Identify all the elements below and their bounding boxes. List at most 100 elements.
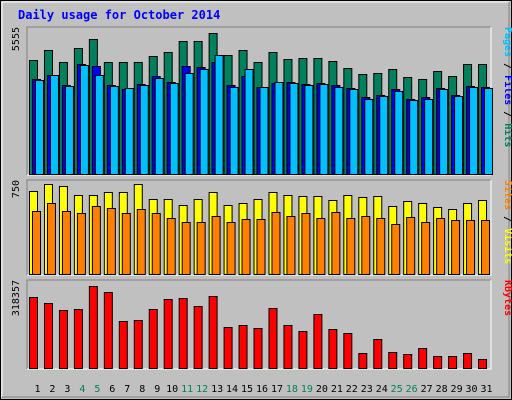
bar-pages-day-8 xyxy=(139,85,149,175)
bar-kbytes-day-26 xyxy=(403,354,413,369)
bar-pages-day-9 xyxy=(154,78,164,175)
bar-sites-day-23 xyxy=(361,216,371,275)
bar-pages-day-16 xyxy=(259,87,269,175)
bar-sites-day-6 xyxy=(106,208,116,275)
bar-sites-day-4 xyxy=(76,213,86,275)
bar-pages-day-29 xyxy=(454,96,464,175)
bar-kbytes-day-16 xyxy=(253,328,263,369)
x-tick-label-day-11: 11 xyxy=(181,384,193,395)
bar-pages-day-30 xyxy=(469,87,479,175)
bar-sites-day-9 xyxy=(151,213,161,275)
bar-kbytes-day-19 xyxy=(298,331,308,369)
bar-kbytes-day-29 xyxy=(448,356,458,369)
bar-kbytes-day-4 xyxy=(73,309,83,369)
bar-sites-day-24 xyxy=(376,218,386,275)
bar-kbytes-day-11 xyxy=(178,298,188,369)
bar-sites-day-1 xyxy=(32,211,41,275)
bar-pages-day-4 xyxy=(79,65,89,175)
x-tick-label-day-4: 4 xyxy=(79,384,85,395)
bar-sites-day-18 xyxy=(286,216,296,275)
bar-kbytes-day-18 xyxy=(283,325,293,369)
bar-kbytes-day-17 xyxy=(268,308,278,369)
bar-sites-day-15 xyxy=(241,219,251,275)
bar-pages-day-3 xyxy=(64,86,74,175)
bar-kbytes-day-27 xyxy=(418,348,428,369)
bar-pages-day-13 xyxy=(214,55,224,175)
bar-pages-day-28 xyxy=(439,89,449,175)
series-sites xyxy=(32,203,491,275)
panel-legend: Pages / Files / Hits xyxy=(502,27,512,147)
bar-sites-day-31 xyxy=(481,220,491,275)
bar-kbytes-day-6 xyxy=(103,292,113,369)
panel-max-label: 318357 xyxy=(11,280,22,316)
panel-max-label: 750 xyxy=(11,180,22,198)
bar-pages-day-11 xyxy=(184,73,194,175)
x-tick-label-day-30: 30 xyxy=(466,384,478,395)
bar-pages-day-22 xyxy=(349,89,359,175)
x-tick-label-day-20: 20 xyxy=(316,384,328,395)
bar-kbytes-day-25 xyxy=(388,352,398,369)
plot-border-shadow xyxy=(26,179,491,275)
x-tick-label-day-17: 17 xyxy=(271,384,283,395)
x-tick-label-day-6: 6 xyxy=(109,384,115,395)
bar-kbytes-day-2 xyxy=(43,303,53,369)
bar-sites-day-20 xyxy=(316,218,326,275)
bar-sites-day-5 xyxy=(91,206,101,275)
x-tick-label-day-24: 24 xyxy=(376,384,388,395)
bar-pages-day-5 xyxy=(94,75,104,175)
legend-entry-hits: Hits xyxy=(502,123,512,147)
bar-kbytes-day-10 xyxy=(163,299,173,369)
legend-entry-pages: Pages xyxy=(502,27,512,57)
bar-kbytes-day-24 xyxy=(373,339,383,369)
panel-top: 5555 Pages / Files / Hits xyxy=(11,26,512,176)
bar-pages-day-7 xyxy=(124,88,134,175)
x-tick-label-day-18: 18 xyxy=(286,384,298,395)
plot-border-shadow xyxy=(26,26,491,175)
bar-kbytes-day-23 xyxy=(358,353,368,369)
x-tick-label-day-28: 28 xyxy=(436,384,448,395)
x-tick-label-day-22: 22 xyxy=(346,384,358,395)
x-tick-label-day-2: 2 xyxy=(49,384,55,395)
bar-sites-day-22 xyxy=(346,218,356,275)
x-tick-label-day-29: 29 xyxy=(451,384,463,395)
x-tick-label-day-3: 3 xyxy=(64,384,70,395)
panel-middle: 750 Sites / Visits xyxy=(11,179,512,276)
bar-kbytes-day-14 xyxy=(223,327,233,369)
bar-kbytes-day-3 xyxy=(58,310,68,369)
bar-kbytes-day-7 xyxy=(118,321,128,369)
bar-sites-day-21 xyxy=(331,212,341,275)
bar-sites-day-25 xyxy=(391,224,401,275)
x-axis-day-labels: 1 2 3 4 5 6 7 8 9 10 11 12 13 14 15 16 17 18 19 20 21 22 23 24 2… xyxy=(34,384,492,395)
bar-pages-day-1 xyxy=(35,80,44,175)
x-tick-label-day-25: 25 xyxy=(391,384,403,395)
bar-pages-day-2 xyxy=(49,75,59,175)
x-tick-label-day-16: 16 xyxy=(256,384,268,395)
bar-pages-day-20 xyxy=(319,84,329,175)
bar-kbytes-day-15 xyxy=(238,325,248,369)
bar-kbytes-day-22 xyxy=(343,333,353,369)
bar-kbytes-day-28 xyxy=(433,356,443,369)
series-kbytes xyxy=(29,286,488,369)
bar-kbytes-day-20 xyxy=(313,314,323,369)
bar-pages-day-12 xyxy=(199,69,209,175)
panel-legend: Sites / Visits xyxy=(502,180,512,264)
bar-sites-day-17 xyxy=(271,212,281,275)
bar-kbytes-day-31 xyxy=(478,359,488,369)
bar-sites-day-2 xyxy=(46,203,56,275)
x-tick-label-day-7: 7 xyxy=(124,384,130,395)
plot-border-shadow xyxy=(26,279,491,369)
bar-sites-day-13 xyxy=(211,216,221,275)
bar-pages-day-27 xyxy=(424,99,434,175)
bar-sites-day-7 xyxy=(121,213,131,275)
legend-separator: / xyxy=(502,105,512,123)
bar-kbytes-day-1 xyxy=(29,297,38,369)
legend-separator: / xyxy=(502,57,512,75)
legend-entry-sites: Sites xyxy=(502,180,512,210)
x-tick-label-day-27: 27 xyxy=(421,384,433,395)
bar-kbytes-day-13 xyxy=(208,296,218,369)
x-tick-label-day-13: 13 xyxy=(211,384,223,395)
bar-pages-day-17 xyxy=(274,82,284,175)
bar-sites-day-27 xyxy=(421,222,431,275)
